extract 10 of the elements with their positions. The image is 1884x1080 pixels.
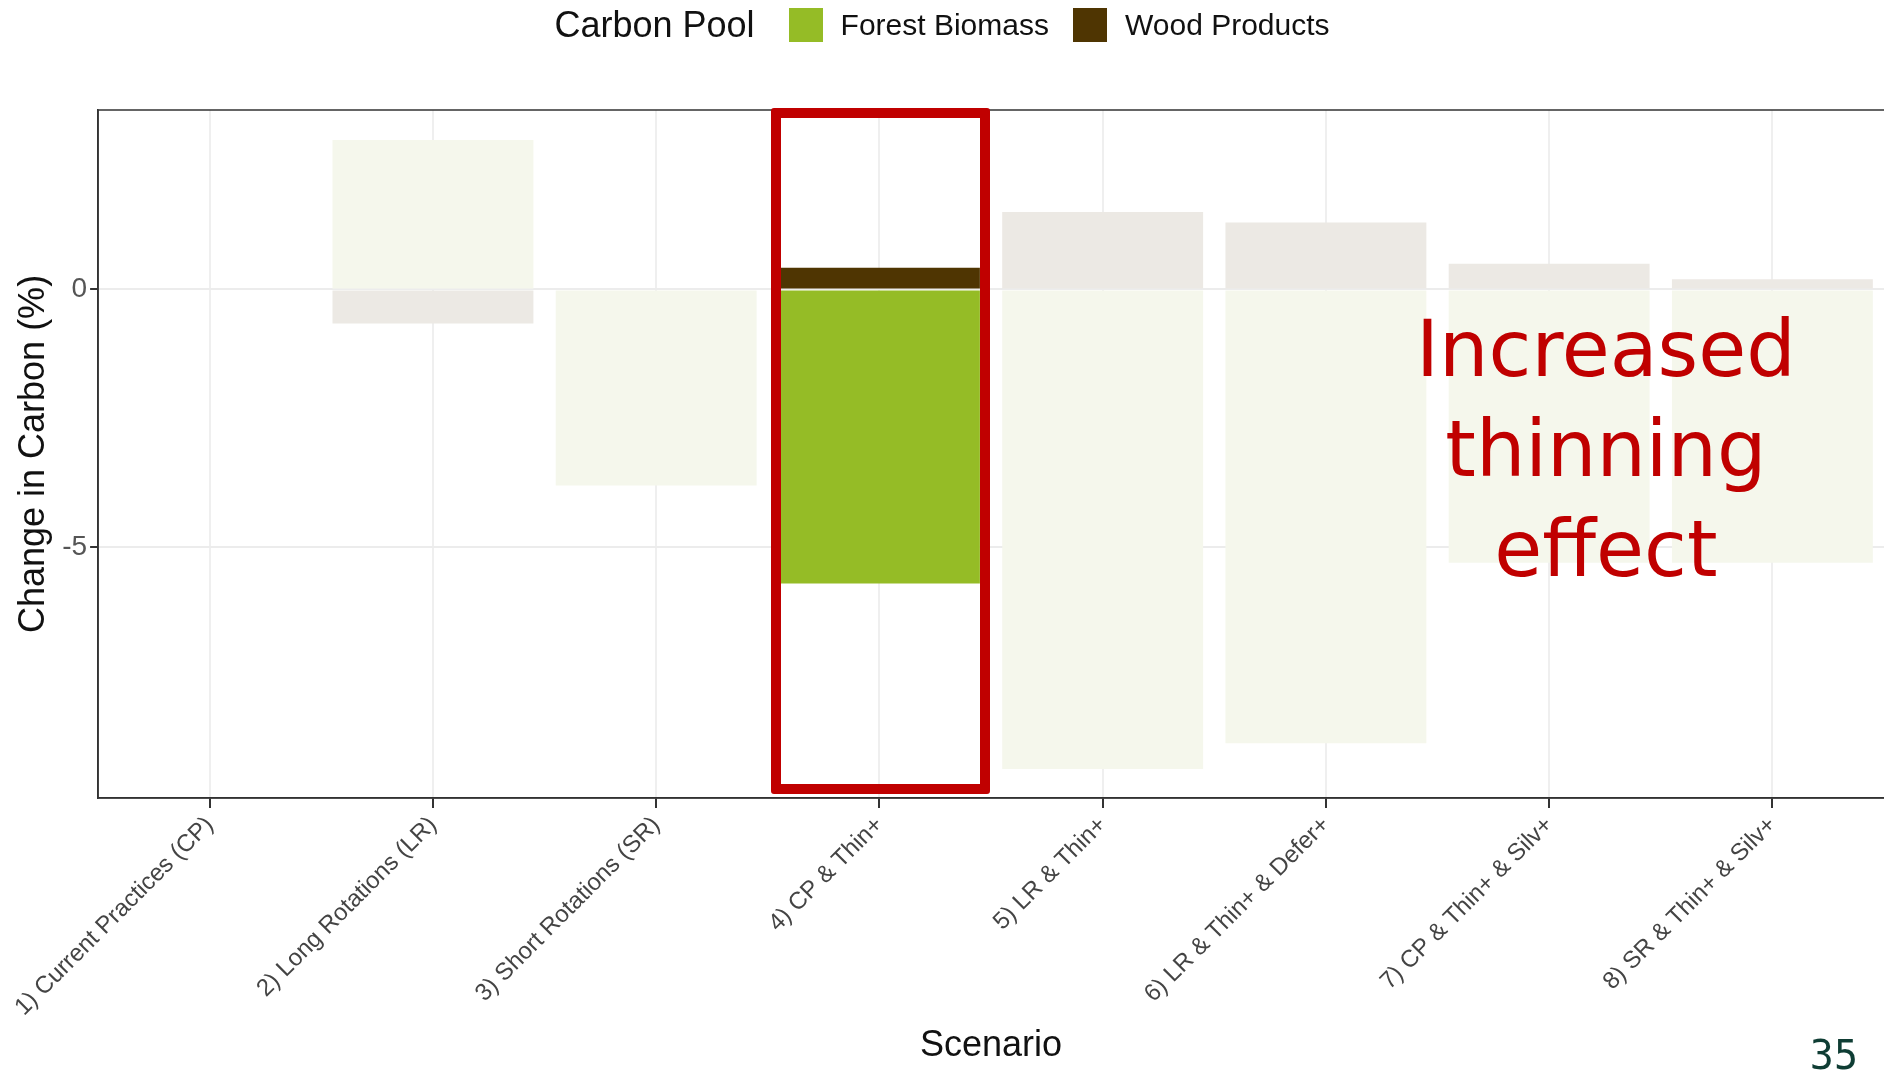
bar — [778, 267, 980, 289]
annotation: Increased thinning effect — [1415, 303, 1797, 597]
legend-title: Carbon Pool — [554, 4, 755, 46]
legend-label: Wood Products — [1124, 8, 1330, 42]
y-axis-title: Change in Carbon (%) — [10, 274, 52, 634]
legend-label: Forest Biomass — [840, 8, 1049, 42]
y-tick-label: 0 — [71, 272, 88, 304]
text: 35 — [1809, 1032, 1858, 1078]
x-axis-title: Scenario — [920, 1023, 1063, 1065]
y-tick-label: -5 — [62, 530, 88, 562]
